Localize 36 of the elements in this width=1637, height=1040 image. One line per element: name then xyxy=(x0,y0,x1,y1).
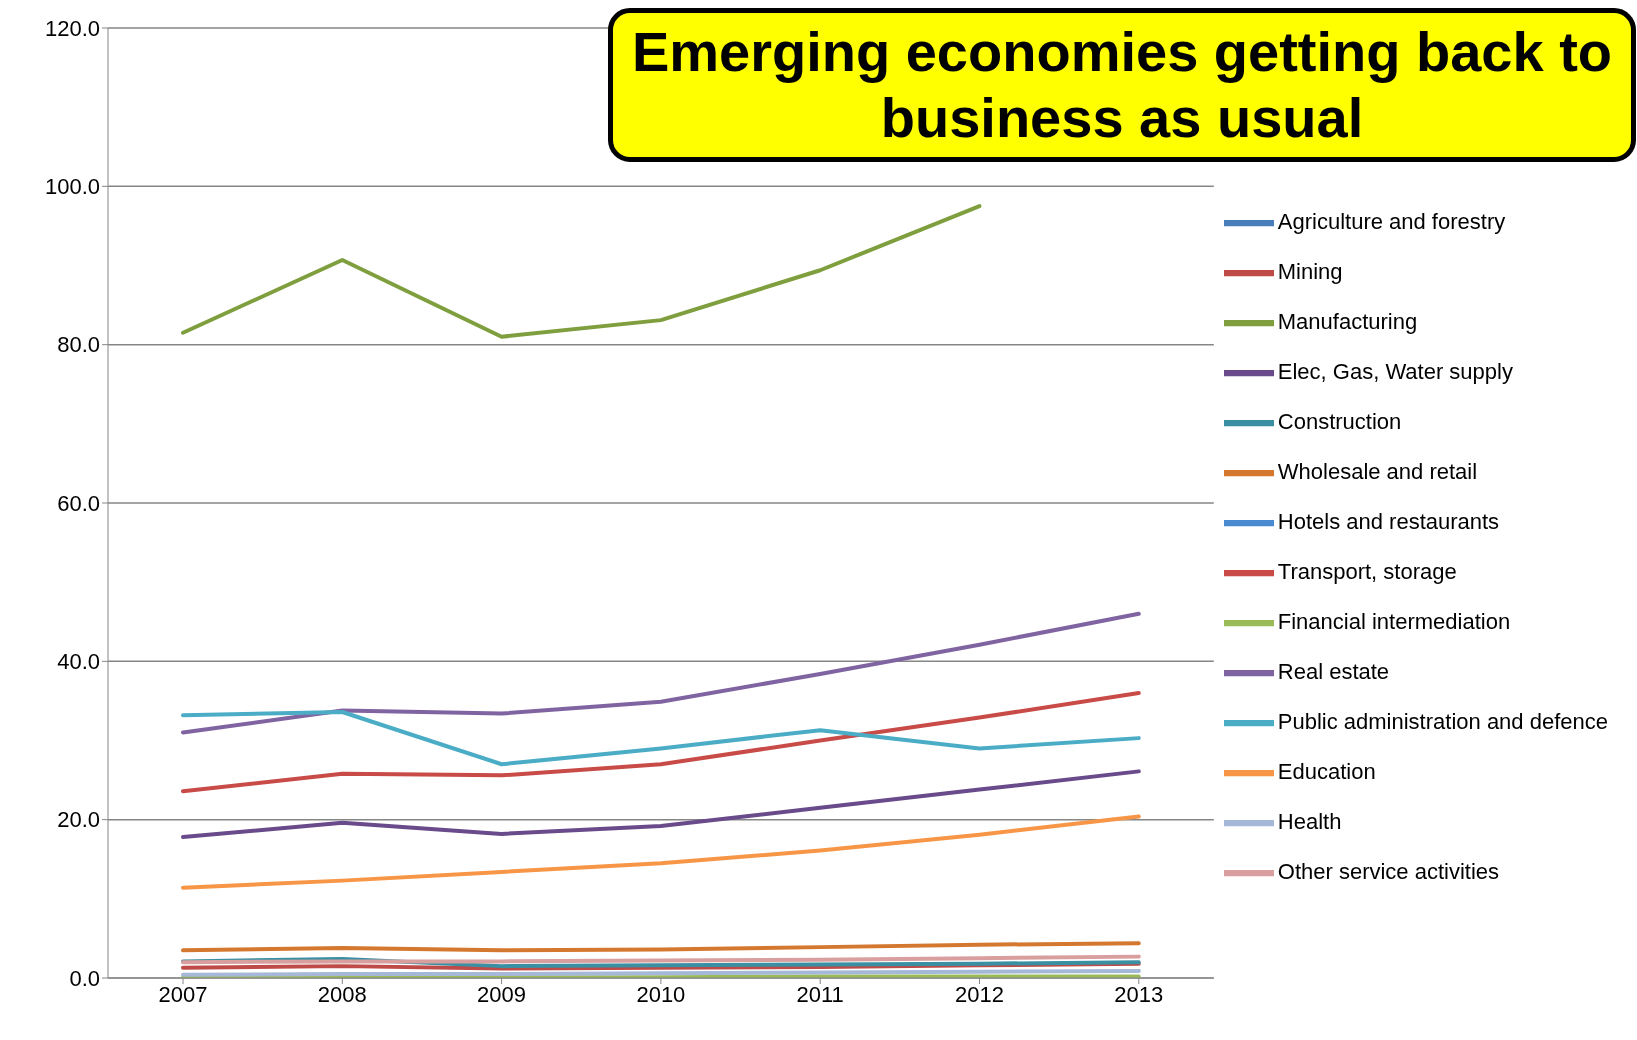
legend-label: Real estate xyxy=(1277,658,1390,684)
y-tick-label: 20.0 xyxy=(57,807,100,833)
y-tick-label: 40.0 xyxy=(57,649,100,675)
x-tick-label: 2008 xyxy=(317,981,367,1007)
legend-label: Mining xyxy=(1277,258,1343,284)
y-tick-label: 80.0 xyxy=(57,332,100,358)
y-tick-label: 120.0 xyxy=(44,15,100,41)
x-tick-label: 2010 xyxy=(636,981,686,1007)
legend-label: Public administration and defence xyxy=(1277,708,1608,734)
x-tick-label: 2011 xyxy=(796,981,844,1007)
line-series xyxy=(181,941,1141,953)
legend-label: Agriculture and forestry xyxy=(1277,208,1506,234)
x-tick-label: 2012 xyxy=(955,981,1004,1007)
legend-label: Manufacturing xyxy=(1277,308,1418,334)
x-tick-label: 2007 xyxy=(158,981,208,1007)
y-tick-label: 60.0 xyxy=(57,490,100,516)
legend-label: Transport, storage xyxy=(1277,558,1457,584)
legend-label: Elec, Gas, Water supply xyxy=(1277,358,1513,384)
line-series xyxy=(181,769,1141,840)
legend-label: Financial intermediation xyxy=(1277,608,1511,634)
legend-label: Health xyxy=(1277,808,1342,834)
legend-label: Wholesale and retail xyxy=(1277,458,1478,484)
legend-label: Construction xyxy=(1277,408,1402,434)
legend-label: Other service activities xyxy=(1277,858,1500,884)
line-series xyxy=(181,691,1141,794)
x-tick-label: 2013 xyxy=(1114,981,1164,1007)
text: Emerging economies getting back to business as usual xyxy=(608,8,1636,162)
y-tick-label: 0.0 xyxy=(69,965,100,991)
line-series xyxy=(181,204,982,339)
legend-label: Education xyxy=(1277,758,1376,784)
x-tick-label: 2009 xyxy=(477,981,527,1007)
line-series xyxy=(181,710,1141,767)
line-series xyxy=(181,611,1141,735)
line-series xyxy=(181,814,1141,890)
legend-label: Hotels and restaurants xyxy=(1277,508,1500,534)
y-tick-label: 100.0 xyxy=(44,174,100,200)
